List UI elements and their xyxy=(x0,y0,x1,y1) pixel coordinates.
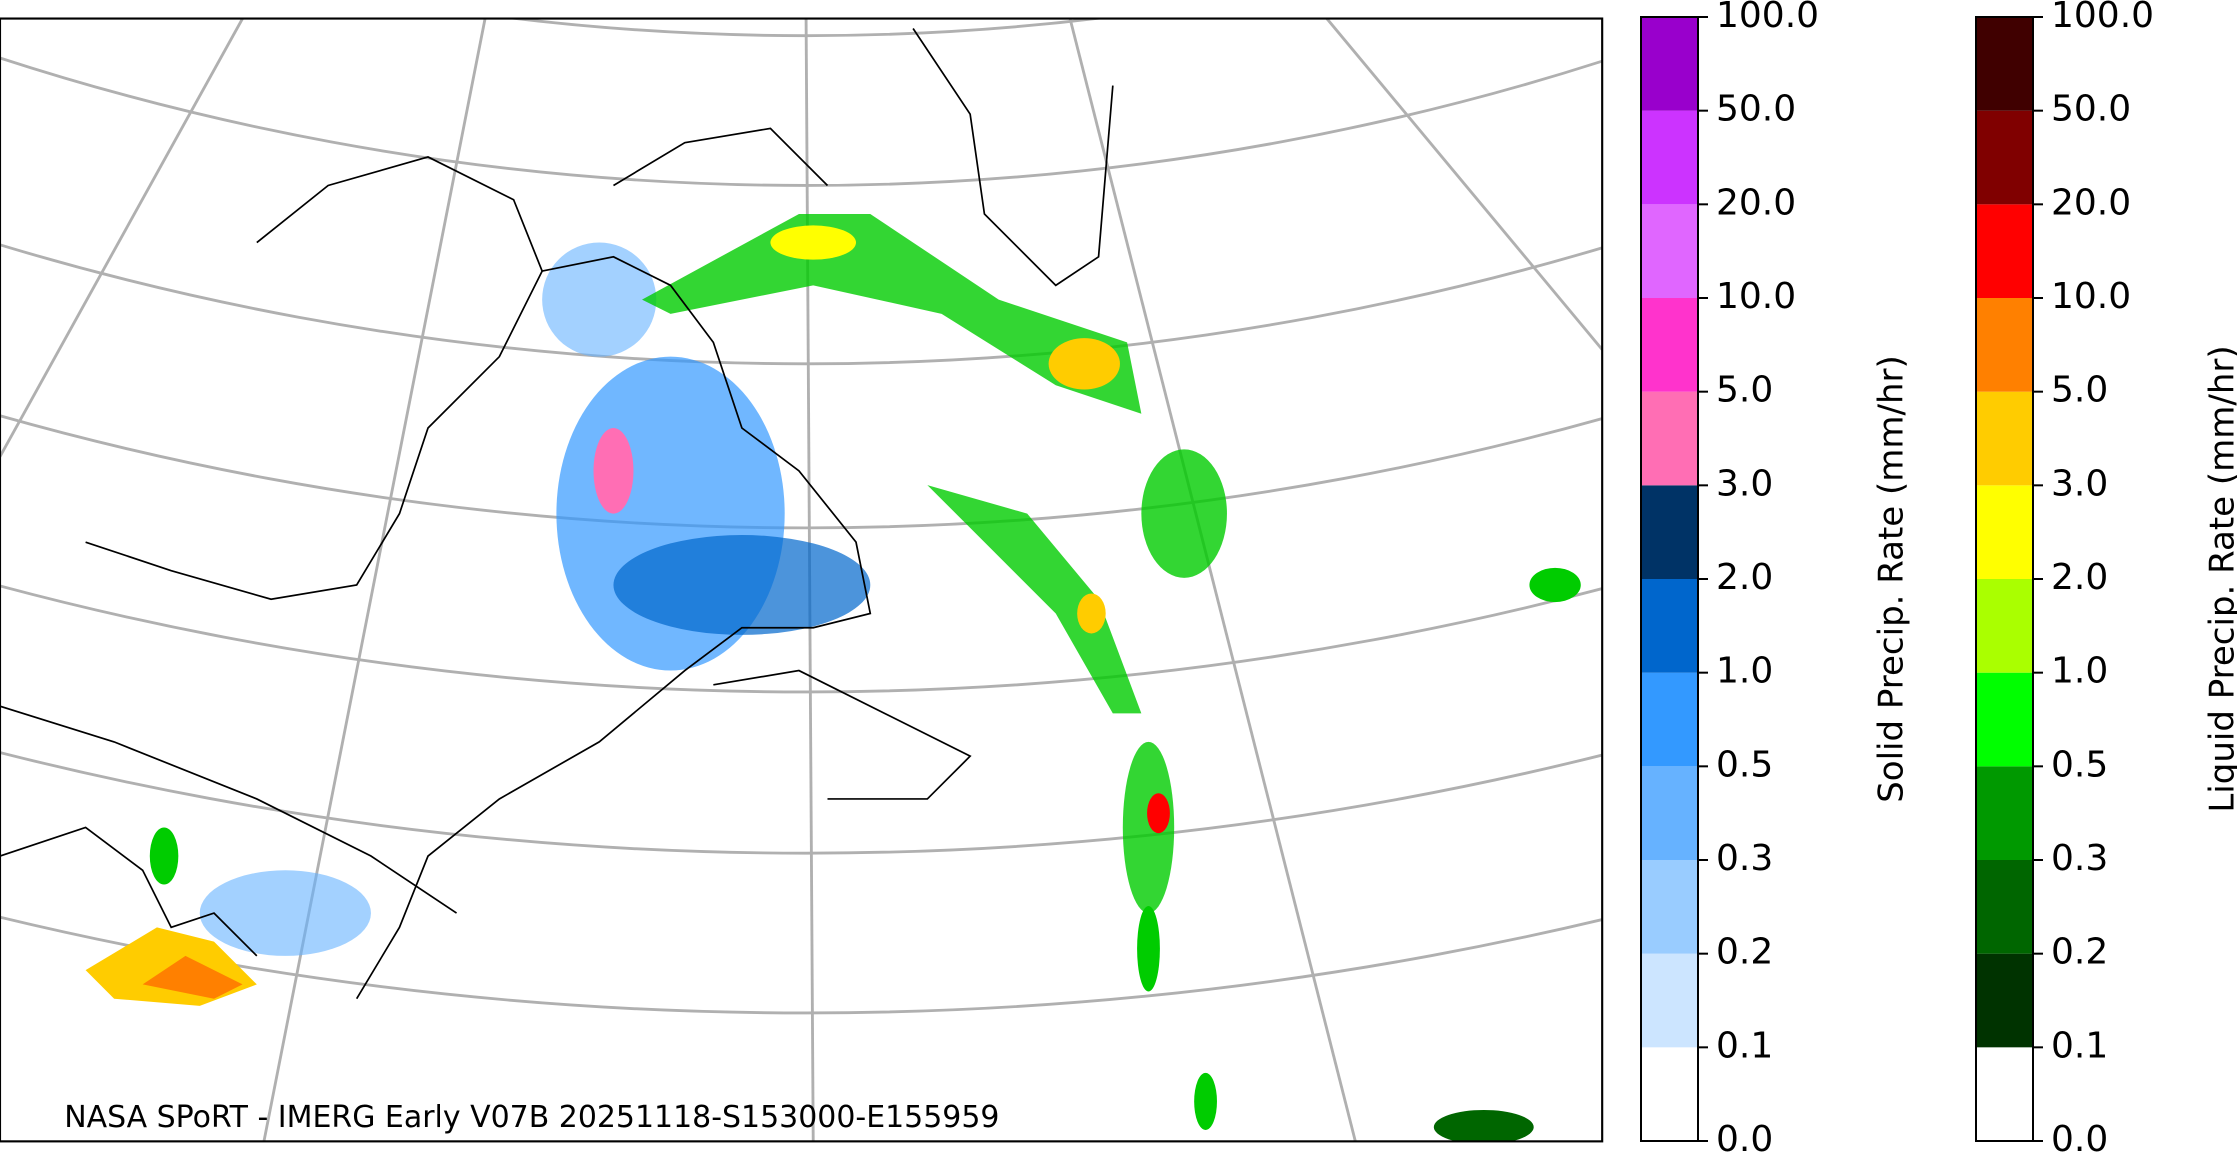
colorbar-segment xyxy=(1641,579,1698,673)
colorbar-segment xyxy=(1976,579,2033,673)
colorbar-segment xyxy=(1976,391,2033,486)
colorbar-tick-label: 0.2 xyxy=(2051,932,2108,973)
colorbar-segment xyxy=(1641,953,1698,1048)
colorbar-tick-label: 3.0 xyxy=(2051,463,2108,504)
colorbar-segment xyxy=(1976,672,2033,767)
colorbar-tick-label: 0.2 xyxy=(1716,932,1773,973)
colorbar-segment xyxy=(1641,110,1698,205)
colorbar-segment xyxy=(1641,1047,1698,1141)
colorbar-tick-label: 0.0 xyxy=(1716,1119,1773,1160)
colorbar-segment xyxy=(1976,860,2033,954)
colorbar-tick-label: 0.3 xyxy=(1716,838,1773,879)
colorbar-tick-label: 5.0 xyxy=(2051,370,2108,411)
colorbar-segment xyxy=(1976,17,2033,111)
coastlines xyxy=(0,28,1114,1000)
colorbar-tick-label: 0.1 xyxy=(2051,1025,2108,1066)
colorbar-tick-label: 0.0 xyxy=(2051,1119,2108,1160)
colorbar-segment xyxy=(1641,17,1698,111)
colorbar-tick-label: 0.5 xyxy=(2051,744,2108,785)
colorbar-tick-label: 0.5 xyxy=(1716,744,1773,785)
colorbar-tick-label: 100.0 xyxy=(2051,0,2154,36)
colorbar-segment xyxy=(1641,860,1698,954)
colorbar-segment xyxy=(1641,391,1698,486)
colorbar-tick-label: 2.0 xyxy=(1716,557,1773,598)
colorbar-segment xyxy=(1641,298,1698,392)
colorbar-tick-label: 50.0 xyxy=(1716,89,1796,130)
colorbar-tick-label: 1.0 xyxy=(1716,651,1773,692)
colorbar-segment xyxy=(1976,766,2033,860)
colorbar-tick-label: 0.1 xyxy=(1716,1025,1773,1066)
precip xyxy=(85,214,1581,1142)
annotation: NASA SPoRT - IMERG Early V07B 20251118-S… xyxy=(64,1100,999,1135)
colorbar-tick-label: 50.0 xyxy=(2051,89,2131,130)
colorbar-tick-label: 10.0 xyxy=(2051,276,2131,317)
colorbar-tick-label: 0.3 xyxy=(2051,838,2108,879)
colorbar-segment xyxy=(1641,204,1698,298)
colorbar-tick-label: 5.0 xyxy=(1716,370,1773,411)
colorbar-tick-label: 10.0 xyxy=(1716,276,1796,317)
colorbar-tick-label: 20.0 xyxy=(2051,182,2131,223)
colorbar-segment xyxy=(1976,110,2033,205)
colorbar-label: Liquid Precip. Rate (mm/hr) xyxy=(2203,345,2237,812)
colorbar-segment xyxy=(1976,298,2033,392)
colorbar-tick-label: 1.0 xyxy=(2051,651,2108,692)
colorbar-segment xyxy=(1641,766,1698,860)
colorbar-segment xyxy=(1976,485,2033,579)
colorbar-segment xyxy=(1641,672,1698,767)
colorbar-tick-label: 20.0 xyxy=(1716,182,1796,223)
colorbar-segment xyxy=(1641,485,1698,579)
colorbar-segment xyxy=(1976,953,2033,1048)
colorbar-label: Solid Precip. Rate (mm/hr) xyxy=(1872,355,1912,803)
colorbar-tick-label: 2.0 xyxy=(2051,557,2108,598)
colorbar-segment xyxy=(1976,204,2033,298)
colorbar-tick-label: 100.0 xyxy=(1716,0,1819,36)
colorbar-segment xyxy=(1976,1047,2033,1141)
colorbar-tick-label: 3.0 xyxy=(1716,463,1773,504)
map-frame xyxy=(0,17,1604,1143)
